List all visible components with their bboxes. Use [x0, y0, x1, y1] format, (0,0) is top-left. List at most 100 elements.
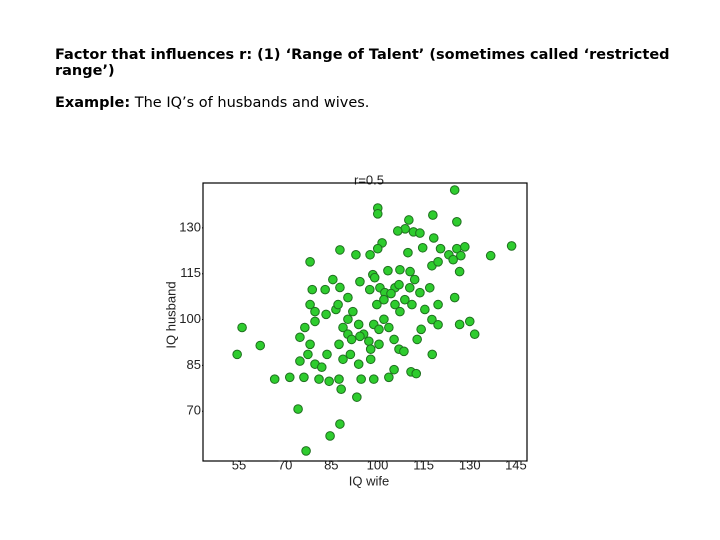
data-point — [343, 292, 353, 303]
data-point — [325, 431, 335, 441]
data-point — [365, 249, 375, 260]
data-point — [237, 322, 247, 333]
data-point — [348, 306, 358, 317]
data-point — [403, 247, 413, 258]
data-point — [433, 299, 443, 310]
data-point — [343, 314, 353, 325]
data-point — [355, 276, 365, 287]
data-point — [293, 404, 303, 414]
example-label: Example: — [55, 95, 131, 111]
data-point — [322, 349, 332, 360]
data-point — [394, 279, 404, 290]
x-tick-label: 70 — [278, 457, 292, 472]
data-point — [336, 384, 346, 395]
data-point — [485, 250, 496, 261]
data-point — [353, 359, 364, 369]
data-point — [415, 287, 425, 298]
data-point — [369, 272, 380, 283]
x-tick-label: 115 — [413, 457, 434, 472]
x-tick-label: 100 — [367, 457, 389, 472]
x-tick-label: 130 — [459, 457, 481, 472]
data-point — [324, 376, 334, 387]
data-point — [232, 349, 242, 360]
data-point — [314, 374, 324, 384]
data-point — [412, 334, 422, 345]
data-point — [351, 249, 361, 260]
data-point — [427, 349, 438, 360]
data-point — [433, 257, 443, 267]
data-point — [284, 372, 295, 383]
data-point — [386, 288, 396, 299]
data-point — [333, 299, 343, 310]
data-point — [328, 274, 338, 285]
data-point — [338, 322, 348, 333]
data-point — [365, 344, 376, 354]
data-point — [400, 294, 410, 305]
data-point — [303, 349, 313, 360]
data-point — [305, 299, 315, 310]
x-tick-label: 55 — [232, 457, 246, 472]
data-point — [355, 331, 365, 342]
data-point — [353, 319, 364, 330]
data-point — [383, 265, 393, 276]
data-point — [301, 446, 311, 456]
data-point — [372, 299, 382, 310]
example-line: Example: The IQ’s of husbands and wives. — [55, 95, 369, 111]
data-point — [379, 314, 389, 325]
data-point — [305, 257, 315, 267]
data-point — [374, 339, 384, 350]
data-point — [452, 216, 462, 227]
plot-frame — [202, 182, 528, 462]
data-point — [456, 250, 466, 261]
data-point — [449, 292, 460, 303]
y-tick-label: 85 — [187, 357, 201, 372]
data-point — [321, 309, 331, 320]
data-point — [428, 210, 438, 220]
data-point — [365, 354, 376, 365]
data-point — [407, 299, 417, 310]
data-point — [307, 284, 318, 295]
y-tick-label: 100 — [179, 311, 201, 326]
data-point — [415, 228, 425, 238]
data-point — [384, 372, 394, 383]
data-point — [316, 362, 327, 373]
data-point — [454, 266, 465, 277]
data-point — [352, 392, 362, 402]
data-point — [295, 332, 305, 343]
data-point — [346, 334, 357, 345]
data-point — [389, 364, 399, 375]
data-point — [299, 372, 309, 383]
data-point — [409, 274, 420, 285]
data-point — [320, 284, 330, 295]
data-point — [411, 368, 422, 379]
data-point — [506, 241, 517, 251]
data-point — [334, 374, 344, 384]
data-point — [454, 319, 465, 330]
data-point — [420, 304, 430, 315]
data-point — [335, 282, 345, 293]
x-tick-label: 85 — [324, 457, 338, 472]
data-point — [305, 339, 315, 350]
data-point — [295, 356, 305, 366]
data-point — [345, 349, 356, 360]
data-point — [449, 185, 460, 195]
data-point — [338, 354, 348, 365]
data-point — [395, 306, 405, 317]
data-point — [384, 322, 394, 333]
data-point — [433, 319, 443, 330]
data-point — [356, 374, 366, 384]
data-point — [372, 209, 383, 219]
data-point — [335, 419, 345, 429]
y-tick-label: 130 — [179, 219, 201, 234]
data-point — [269, 374, 280, 384]
data-point — [364, 284, 375, 295]
data-point — [416, 324, 426, 335]
example-text: The IQ’s of husbands and wives. — [134, 95, 370, 111]
data-point — [464, 316, 475, 327]
data-point — [404, 282, 415, 293]
data-point — [372, 243, 383, 254]
data-point — [417, 242, 428, 253]
data-point — [310, 316, 320, 327]
data-point — [405, 266, 415, 277]
